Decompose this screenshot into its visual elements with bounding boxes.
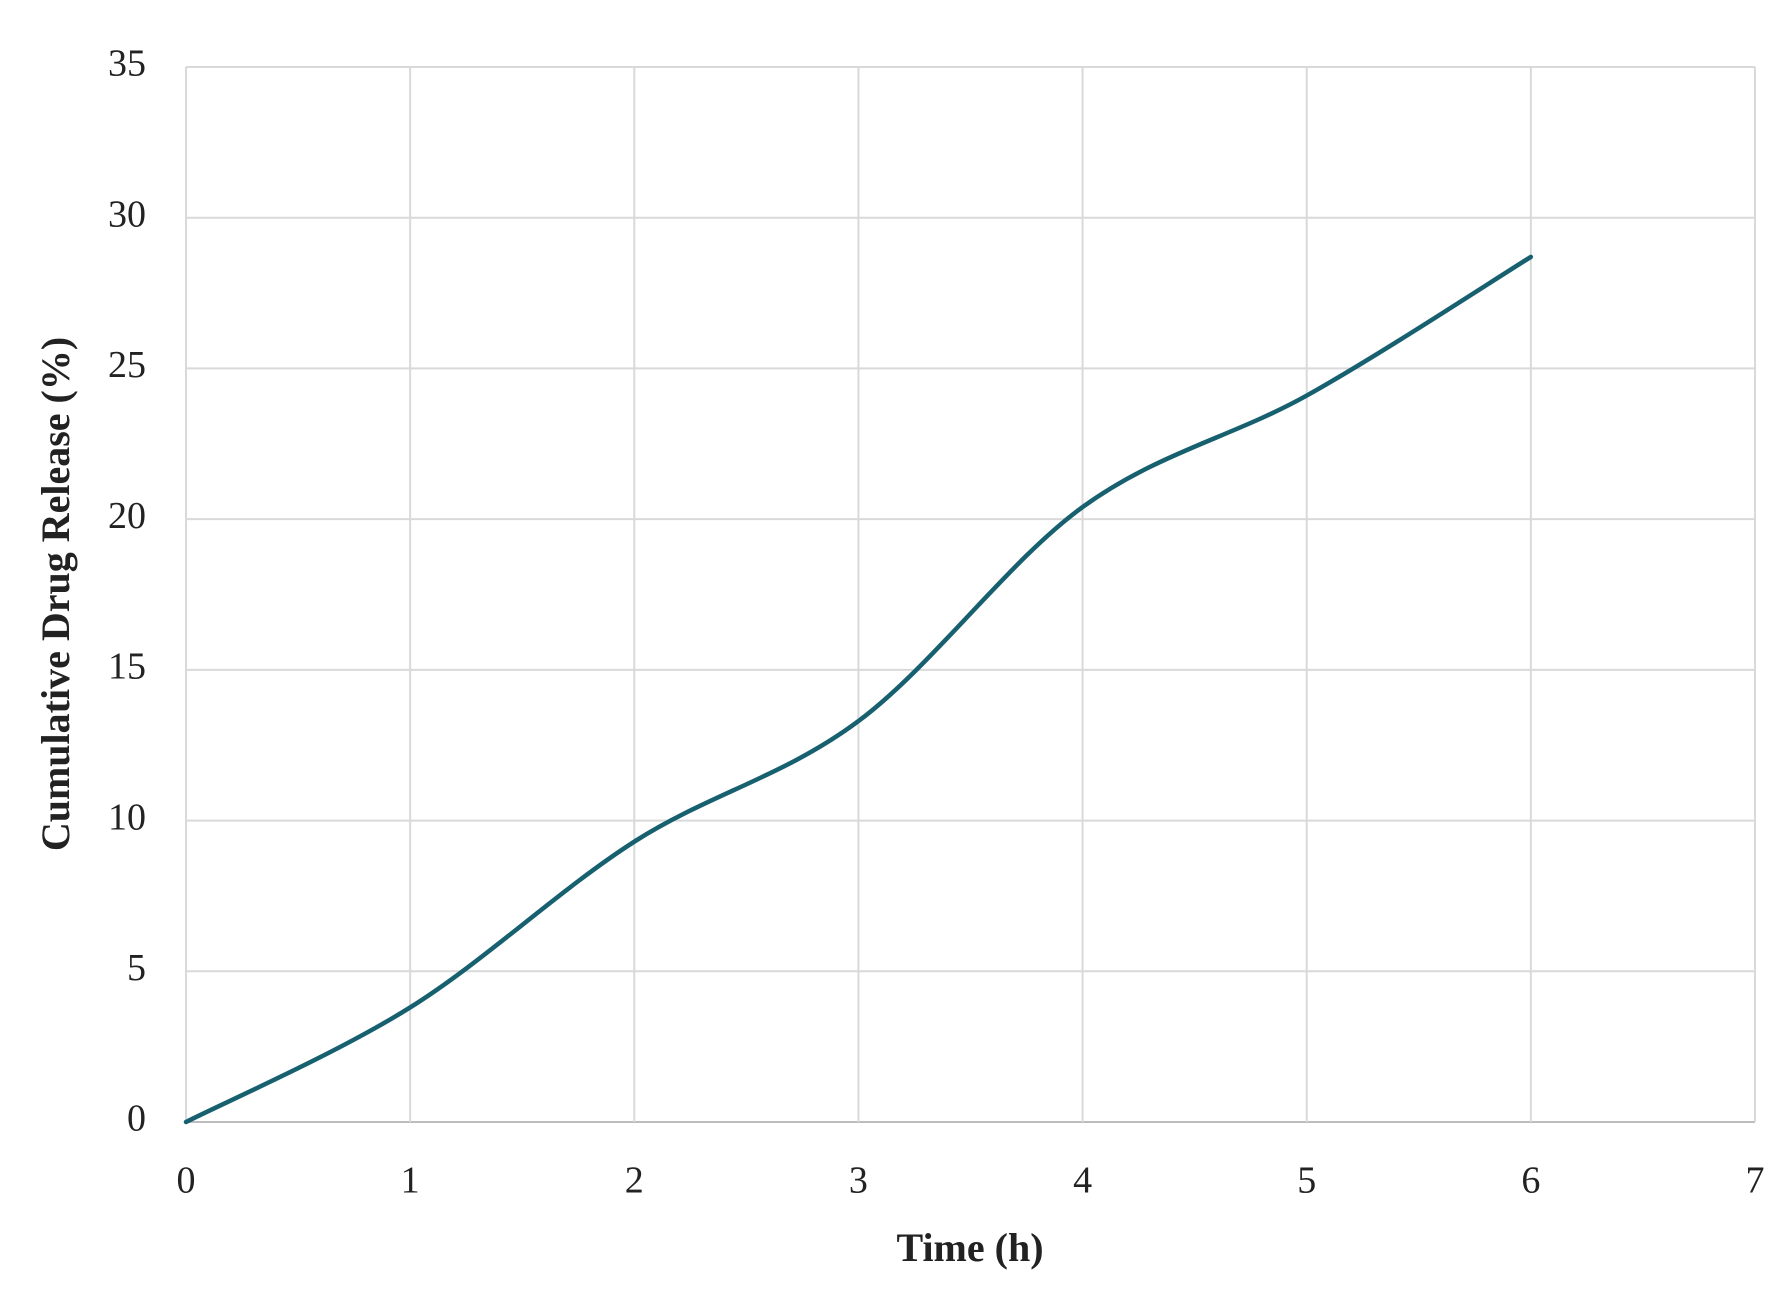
x-tick-label: 4 xyxy=(1073,1160,1092,1202)
x-tick-label: 5 xyxy=(1297,1160,1316,1202)
x-tick-label: 6 xyxy=(1521,1160,1540,1202)
x-tick-label: 0 xyxy=(177,1160,196,1202)
y-tick-label: 10 xyxy=(108,796,146,838)
data-line xyxy=(183,254,1534,1125)
y-tick-label: 25 xyxy=(108,344,146,386)
y-tick-label: 15 xyxy=(108,646,146,688)
y-tick-label: 35 xyxy=(108,43,146,85)
x-tick-label: 2 xyxy=(625,1160,644,1202)
y-tick-label: 5 xyxy=(127,947,146,989)
y-axis-title: Cumulative Drug Release (%) xyxy=(33,337,78,851)
x-tick-label: 1 xyxy=(401,1160,420,1202)
x-tick-label: 7 xyxy=(1746,1160,1765,1202)
x-axis-title: Time (h) xyxy=(896,1225,1043,1270)
y-tick-label: 30 xyxy=(108,193,146,235)
y-tick-label: 0 xyxy=(127,1098,146,1140)
y-tick-label: 20 xyxy=(108,495,146,537)
x-tick-label: 3 xyxy=(849,1160,868,1202)
